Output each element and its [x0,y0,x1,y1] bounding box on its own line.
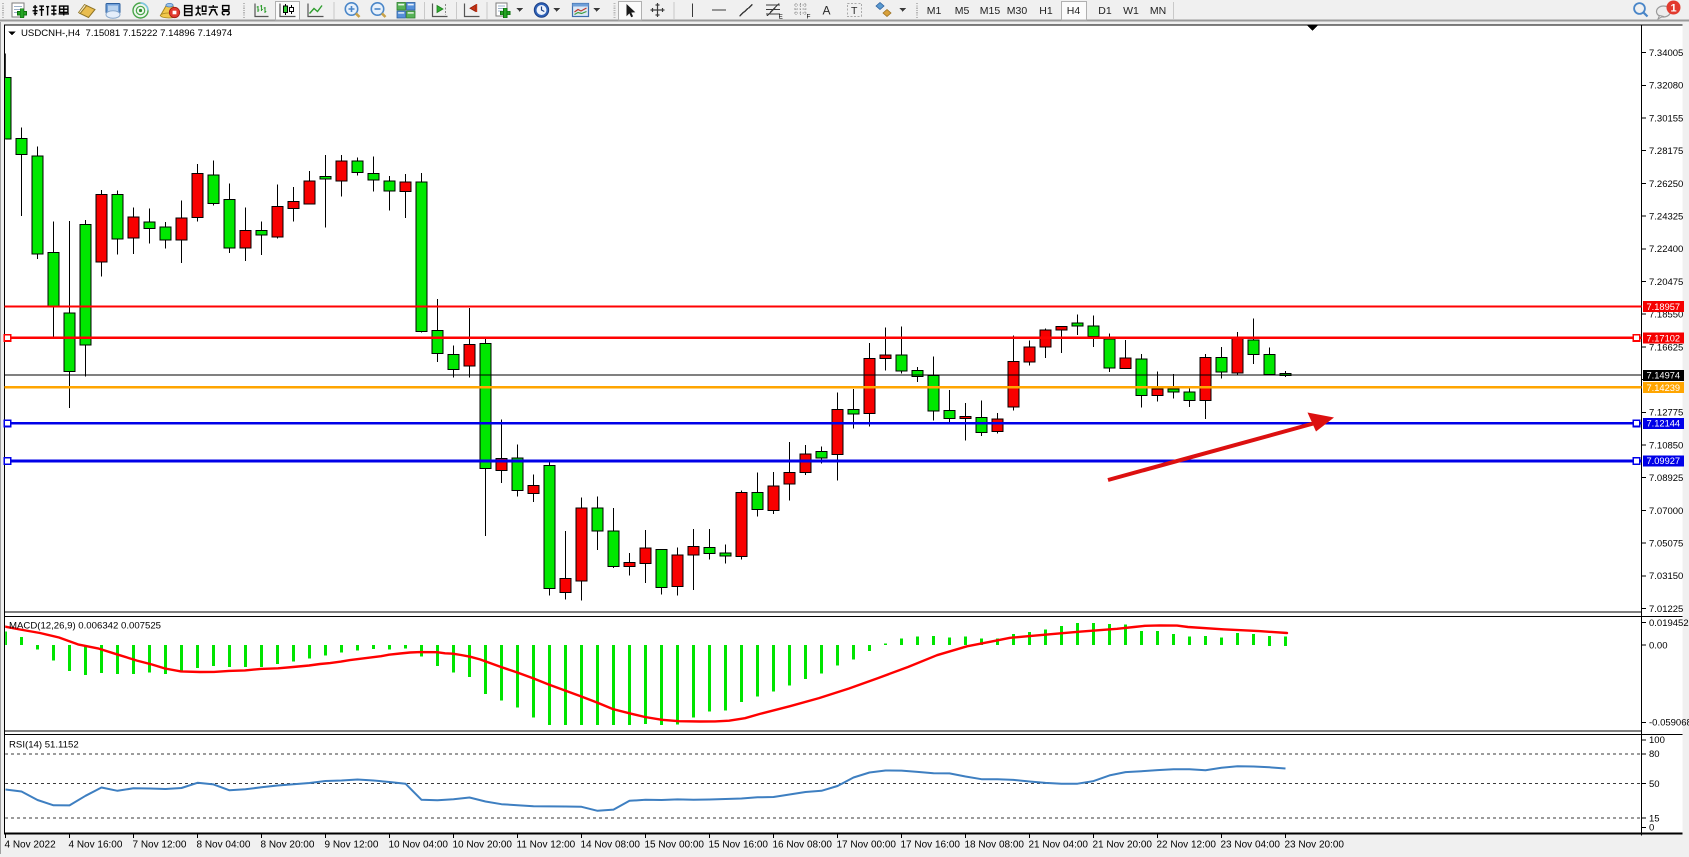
svg-text:7.12144: 7.12144 [1647,419,1681,429]
svg-text:MACD(12,26,9) 0.006342 0.00752: MACD(12,26,9) 0.006342 0.007525 [9,621,161,632]
svg-text:7.17102: 7.17102 [1647,333,1681,343]
svg-text:8 Nov 20:00: 8 Nov 20:00 [261,840,315,851]
svg-text:MN: MN [1150,5,1166,17]
svg-text:7.09927: 7.09927 [1647,456,1681,466]
svg-text:22 Nov 12:00: 22 Nov 12:00 [1157,840,1217,851]
svg-text:7.14974: 7.14974 [1647,371,1681,381]
svg-text:RSI(14) 51.1152: RSI(14) 51.1152 [9,740,79,751]
svg-text:-0.059068: -0.059068 [1649,718,1689,729]
svg-text:A: A [823,4,831,18]
svg-text:11 Nov 12:00: 11 Nov 12:00 [517,840,576,851]
svg-text:15: 15 [1649,814,1660,825]
svg-text:15 Nov 00:00: 15 Nov 00:00 [645,840,705,851]
svg-text:23 Nov 20:00: 23 Nov 20:00 [1285,840,1345,851]
svg-text:7.26250: 7.26250 [1649,179,1683,190]
svg-text:10 Nov 20:00: 10 Nov 20:00 [453,840,513,851]
svg-text:1: 1 [1670,3,1676,15]
svg-text:18 Nov 08:00: 18 Nov 08:00 [965,840,1025,851]
svg-text:7.14239: 7.14239 [1647,383,1681,393]
svg-text:50: 50 [1649,779,1660,790]
svg-text:H1: H1 [1039,5,1053,17]
svg-text:23 Nov 04:00: 23 Nov 04:00 [1221,840,1281,851]
svg-text:14 Nov 08:00: 14 Nov 08:00 [581,840,641,851]
svg-text:M1: M1 [927,5,942,17]
svg-text:7.30155: 7.30155 [1649,113,1683,124]
svg-text:7.22400: 7.22400 [1649,244,1683,255]
svg-text:0.00: 0.00 [1649,640,1668,651]
svg-text:H4: H4 [1067,5,1081,17]
svg-text:4 Nov 2022: 4 Nov 2022 [5,840,57,851]
svg-text:7.28175: 7.28175 [1649,146,1683,157]
svg-text:9 Nov 12:00: 9 Nov 12:00 [325,840,379,851]
svg-text:M30: M30 [1007,5,1028,17]
svg-text:7.18957: 7.18957 [1647,302,1681,312]
svg-text:21 Nov 20:00: 21 Nov 20:00 [1093,840,1153,851]
svg-text:W1: W1 [1123,5,1139,17]
svg-text:M5: M5 [955,5,970,17]
svg-text:D1: D1 [1098,5,1112,17]
svg-text:M15: M15 [980,5,1001,17]
svg-text:21 Nov 04:00: 21 Nov 04:00 [1029,840,1089,851]
svg-text:E: E [779,14,784,21]
svg-text:7.03150: 7.03150 [1649,571,1683,582]
svg-text:7.12775: 7.12775 [1649,408,1683,419]
svg-text:0.019452: 0.019452 [1649,618,1689,629]
svg-text:100: 100 [1649,735,1665,746]
svg-text:7.08925: 7.08925 [1649,473,1683,484]
svg-text:7.07000: 7.07000 [1649,506,1683,517]
svg-text:16 Nov 08:00: 16 Nov 08:00 [773,840,833,851]
svg-text:F: F [807,14,811,21]
svg-text:7 Nov 12:00: 7 Nov 12:00 [133,840,187,851]
svg-text:0: 0 [1649,823,1654,834]
svg-text:7.20475: 7.20475 [1649,277,1683,288]
svg-text:15 Nov 16:00: 15 Nov 16:00 [709,840,769,851]
svg-text:T: T [851,5,858,17]
svg-text:USDCNH-,H4 7.15081 7.15222 7.: USDCNH-,H4 7.15081 7.15222 7.14896 7.149… [21,28,233,39]
svg-text:17 Nov 00:00: 17 Nov 00:00 [837,840,897,851]
svg-text:17 Nov 16:00: 17 Nov 16:00 [901,840,961,851]
svg-text:7.01225: 7.01225 [1649,604,1683,615]
svg-text:7.10850: 7.10850 [1649,440,1683,451]
svg-text:8 Nov 04:00: 8 Nov 04:00 [197,840,251,851]
svg-text:4 Nov 16:00: 4 Nov 16:00 [69,840,123,851]
svg-text:10 Nov 04:00: 10 Nov 04:00 [389,840,449,851]
svg-text:7.18550: 7.18550 [1649,310,1683,321]
svg-text:7.34005: 7.34005 [1649,48,1683,59]
svg-text:7.05075: 7.05075 [1649,539,1683,550]
svg-text:7.24325: 7.24325 [1649,212,1683,223]
svg-text:7.16625: 7.16625 [1649,342,1683,353]
svg-text:7.32080: 7.32080 [1649,81,1683,92]
svg-text:80: 80 [1649,749,1660,760]
